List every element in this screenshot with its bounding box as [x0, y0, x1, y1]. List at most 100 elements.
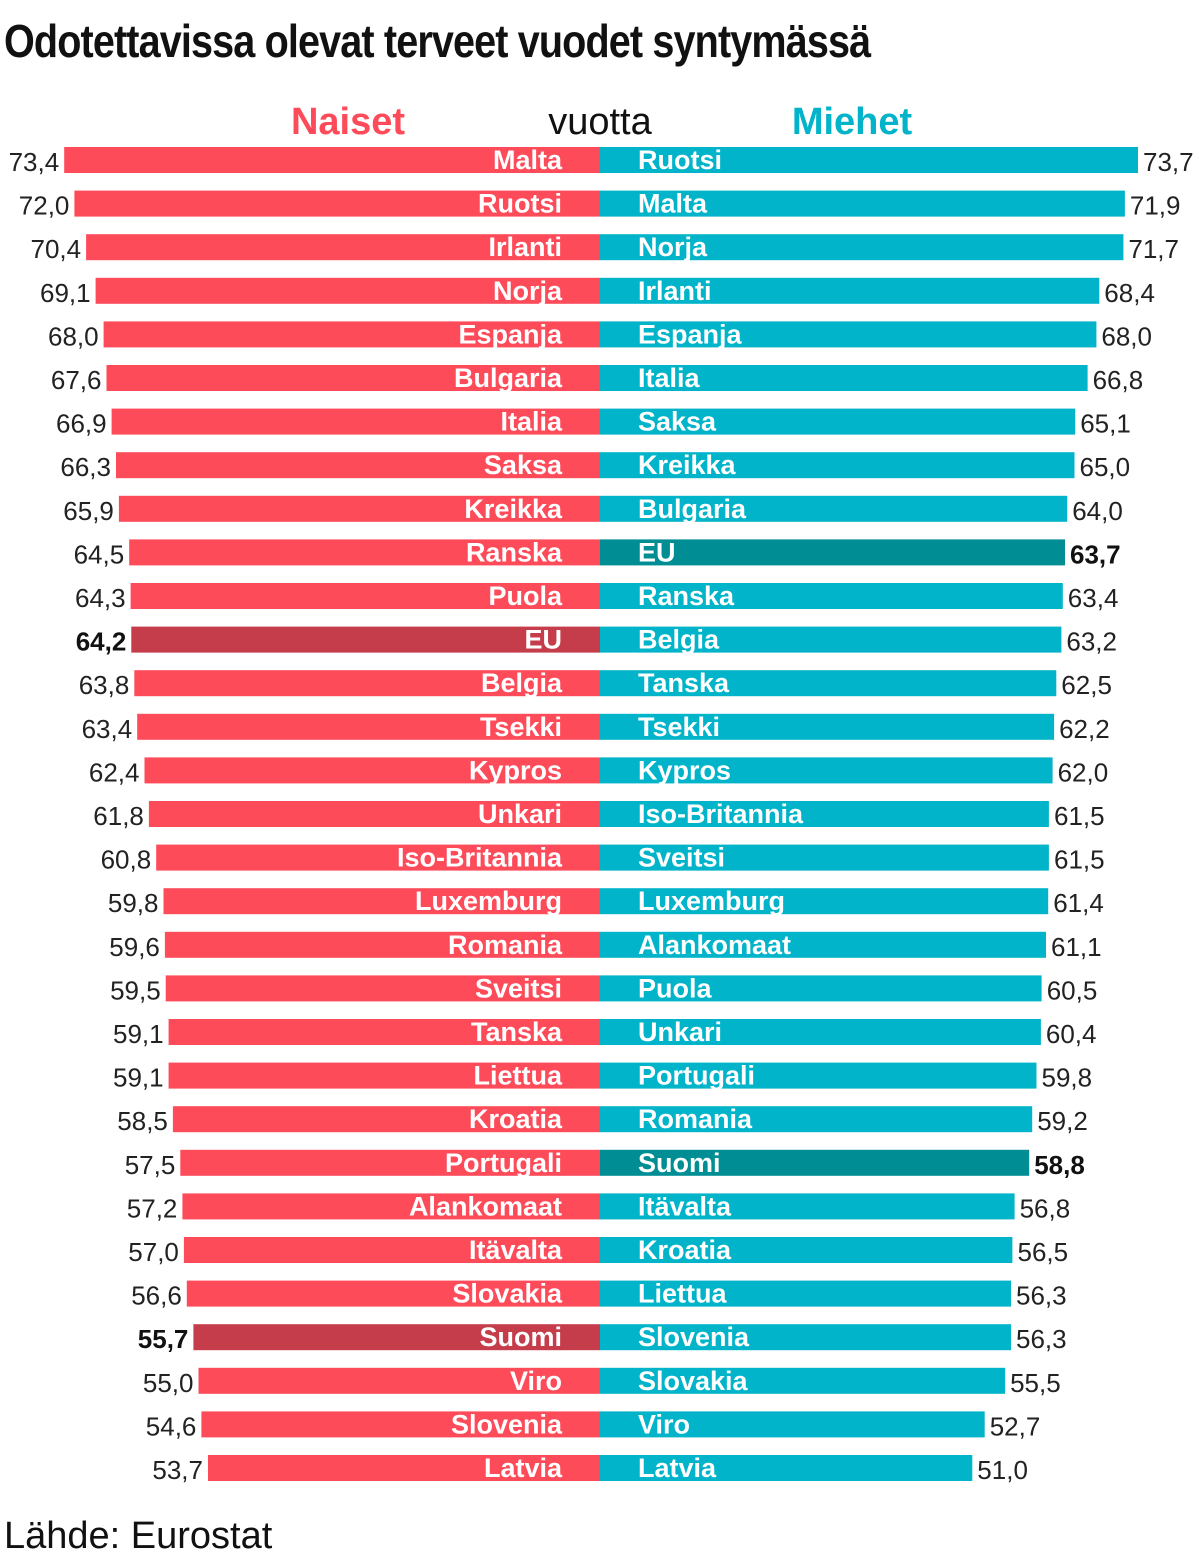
women-country-label: Espanja — [458, 319, 563, 349]
men-bar — [600, 1280, 1011, 1307]
women-country-label: Liettua — [473, 1061, 562, 1091]
women-value-label: 62,4 — [89, 757, 140, 787]
women-country-label: Saksa — [484, 450, 563, 480]
women-value-label: 57,2 — [127, 1193, 178, 1223]
men-value-label: 73,7 — [1143, 147, 1194, 177]
men-value-label: 65,1 — [1080, 409, 1131, 439]
men-bar — [600, 277, 1100, 304]
women-country-label: Tsekki — [480, 712, 562, 742]
women-bar — [95, 277, 600, 304]
unit-label: vuotta — [548, 101, 652, 143]
women-country-label: Irlanti — [488, 232, 562, 262]
women-bar — [156, 844, 600, 871]
women-value-label: 70,4 — [30, 234, 81, 264]
women-country-label: Unkari — [478, 799, 562, 829]
men-country-label: Luxemburg — [638, 886, 785, 916]
women-country-label: Puola — [488, 581, 562, 611]
women-value-label: 57,5 — [125, 1150, 176, 1180]
men-country-label: Latvia — [638, 1453, 717, 1483]
men-bar — [600, 1062, 1037, 1089]
women-value-label: 59,8 — [108, 888, 159, 918]
women-bar — [130, 583, 600, 609]
men-value-label: 62,2 — [1059, 714, 1110, 744]
men-value-label: 60,5 — [1047, 975, 1098, 1005]
men-country-label: Portugali — [638, 1061, 755, 1091]
women-bar — [86, 234, 601, 261]
women-country-label: Belgia — [481, 668, 563, 698]
women-value-label: 60,8 — [101, 845, 152, 875]
men-country-label: Norja — [638, 232, 708, 262]
women-value-label: 72,0 — [19, 191, 70, 221]
women-bar — [116, 452, 600, 479]
men-value-label: 51,0 — [977, 1455, 1028, 1485]
women-value-label: 66,9 — [56, 409, 107, 439]
source-note: Lähde: Eurostat — [4, 1515, 273, 1557]
women-bar — [106, 365, 600, 391]
men-value-label: 65,0 — [1080, 452, 1131, 482]
men-country-label: Tanska — [638, 668, 730, 698]
women-country-label: Italia — [500, 407, 563, 437]
women-value-label: 55,7 — [138, 1324, 189, 1354]
women-bar — [172, 1106, 600, 1133]
women-country-label: Slovakia — [452, 1279, 563, 1309]
women-country-label: Portugali — [445, 1148, 562, 1178]
men-value-label: 63,2 — [1066, 627, 1117, 657]
men-country-label: Slovakia — [638, 1366, 749, 1396]
women-bar — [182, 1193, 600, 1220]
women-bar — [164, 931, 600, 958]
women-value-label: 63,4 — [82, 714, 133, 744]
women-bar — [131, 626, 601, 653]
women-country-label: Viro — [510, 1366, 562, 1396]
women-value-label: 64,2 — [76, 627, 127, 657]
women-bar — [111, 408, 600, 435]
women-country-label: Kypros — [469, 755, 562, 785]
women-value-label: 56,6 — [131, 1281, 182, 1311]
men-bar — [600, 1193, 1015, 1220]
women-bar — [64, 147, 600, 173]
women-value-label: 58,5 — [117, 1106, 168, 1136]
women-country-label: Alankomaat — [409, 1191, 562, 1221]
men-country-label: Ruotsi — [638, 145, 722, 175]
men-country-label: Puola — [638, 973, 712, 1003]
women-value-label: 53,7 — [152, 1455, 203, 1485]
women-bar — [165, 975, 600, 1002]
men-bar — [600, 757, 1053, 784]
women-country-label: Slovenia — [451, 1409, 563, 1439]
men-value-label: 66,8 — [1093, 365, 1144, 395]
women-country-label: Bulgaria — [454, 363, 563, 393]
men-bar — [600, 931, 1046, 958]
men-bar — [600, 1106, 1033, 1133]
women-value-label: 61,8 — [93, 801, 144, 831]
women-bar — [163, 888, 600, 915]
men-country-label: Suomi — [638, 1148, 721, 1178]
men-value-label: 56,3 — [1016, 1324, 1067, 1354]
women-bar — [137, 713, 600, 740]
chart-title: Odotettavissa olevat terveet vuodet synt… — [4, 15, 871, 67]
women-bar — [168, 1062, 600, 1089]
men-country-label: Liettua — [638, 1279, 727, 1309]
women-bar — [168, 1019, 600, 1045]
women-bar — [183, 1237, 600, 1263]
men-value-label: 61,1 — [1051, 932, 1102, 962]
men-bar — [600, 147, 1138, 173]
men-country-label: Saksa — [638, 407, 717, 437]
women-bar — [193, 1324, 600, 1351]
bar-group: Malta 73,4 Ruotsi 72,0 Irlanti 70,4 Norja 69,1 E… — [9, 145, 1194, 1485]
men-value-label: 64,0 — [1072, 496, 1123, 526]
men-bar — [600, 1019, 1041, 1045]
women-bar — [134, 670, 601, 697]
men-value-label: 68,4 — [1104, 278, 1155, 308]
women-bar — [186, 1280, 601, 1307]
women-bar — [148, 801, 600, 827]
men-value-label: 61,5 — [1054, 845, 1105, 875]
men-country-label: Tsekki — [638, 712, 720, 742]
men-value-label: 52,7 — [990, 1411, 1041, 1441]
women-value-label: 63,8 — [79, 670, 130, 700]
women-bar — [180, 1149, 601, 1176]
men-value-label: 62,5 — [1061, 670, 1112, 700]
women-series-header: Naiset — [291, 101, 405, 143]
men-country-label: Sveitsi — [638, 843, 725, 873]
men-country-label: Espanja — [638, 319, 743, 349]
men-value-label: 71,9 — [1130, 191, 1181, 221]
